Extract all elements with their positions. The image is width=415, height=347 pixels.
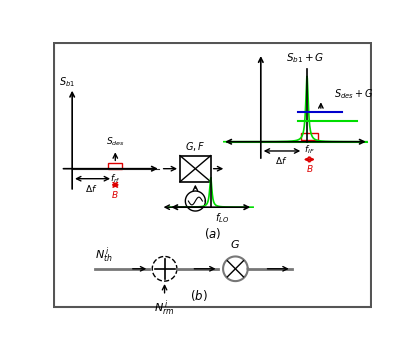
Text: $G,F$: $G,F$ bbox=[185, 140, 205, 153]
Text: $G$: $G$ bbox=[230, 238, 240, 249]
Text: $N_{rm}^{\,i}$: $N_{rm}^{\,i}$ bbox=[154, 298, 175, 318]
Text: $\Delta f$: $\Delta f$ bbox=[85, 183, 98, 194]
Text: $N_{th}^{\,i}$: $N_{th}^{\,i}$ bbox=[95, 245, 113, 265]
Text: $B$: $B$ bbox=[305, 163, 313, 174]
Text: $f_{LO}$: $f_{LO}$ bbox=[215, 211, 229, 225]
Text: $f_{IF}$: $f_{IF}$ bbox=[304, 143, 315, 156]
Text: $S_{des} + G$: $S_{des} + G$ bbox=[334, 87, 374, 101]
Text: $S_{b1}$: $S_{b1}$ bbox=[59, 76, 75, 90]
Bar bbox=[301, 133, 318, 140]
Text: $(a)$: $(a)$ bbox=[204, 227, 221, 242]
Text: $S_{b1} + G$: $S_{b1} + G$ bbox=[286, 51, 325, 65]
Text: $(b)$: $(b)$ bbox=[190, 288, 208, 303]
Text: $f_{rf}$: $f_{rf}$ bbox=[110, 172, 121, 185]
Bar bbox=[108, 163, 122, 169]
Text: $S_{des}$: $S_{des}$ bbox=[106, 135, 124, 148]
Text: $B$: $B$ bbox=[112, 189, 119, 200]
Text: $\Delta f$: $\Delta f$ bbox=[275, 155, 287, 166]
Bar bbox=[180, 155, 211, 182]
